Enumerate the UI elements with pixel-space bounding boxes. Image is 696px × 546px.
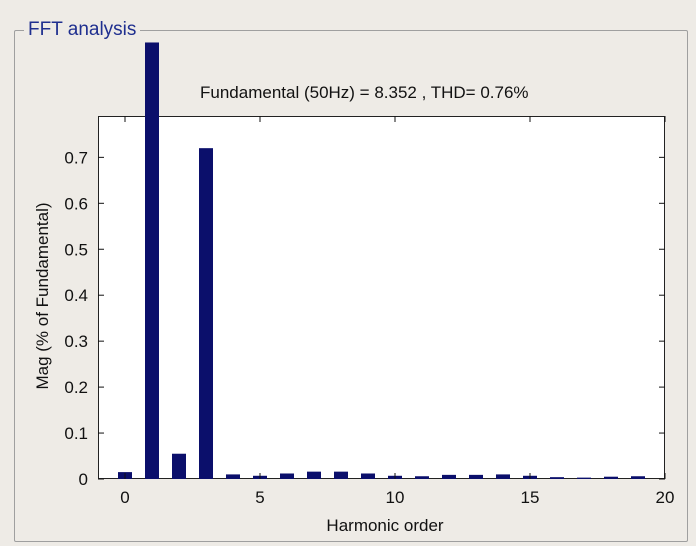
x-axis-label: Harmonic order — [326, 516, 443, 535]
bar-harmonic-6 — [280, 473, 294, 479]
bar-harmonic-19 — [631, 476, 645, 479]
chart-title: Fundamental (50Hz) = 8.352 , THD= 0.76% — [200, 83, 529, 102]
bar-harmonic-14 — [496, 474, 510, 479]
y-ticks-group: 0 0.1 0.2 0.3 0.4 0.5 0.6 0.7 — [64, 148, 665, 489]
bar-harmonic-12 — [442, 474, 456, 479]
x-tick-label: 5 — [255, 488, 264, 507]
x-ticks-group: 0 5 10 15 20 — [120, 116, 674, 507]
bar-harmonic-3 — [199, 148, 213, 479]
y-tick-label: 0.2 — [64, 378, 88, 397]
bar-harmonic-9 — [361, 473, 375, 479]
bars-group — [118, 42, 645, 479]
bar-harmonic-13 — [469, 474, 483, 479]
x-tick-label: 10 — [386, 488, 405, 507]
x-tick-label: 15 — [521, 488, 540, 507]
bar-harmonic-8 — [334, 471, 348, 479]
bar-harmonic-2 — [172, 453, 186, 479]
bar-harmonic-17 — [577, 477, 591, 479]
plot-area — [98, 116, 665, 479]
bar-harmonic-18 — [604, 476, 618, 479]
bar-harmonic-16 — [550, 477, 564, 479]
y-tick-label: 0.3 — [64, 332, 88, 351]
bar-harmonic-4 — [226, 474, 240, 479]
y-tick-label: 0.1 — [64, 424, 88, 443]
x-tick-label: 0 — [120, 488, 129, 507]
bar-harmonic-1 — [145, 42, 159, 479]
y-axis-label: Mag (% of Fundamental) — [33, 202, 52, 389]
x-tick-label: 20 — [656, 488, 675, 507]
y-tick-label: 0 — [79, 470, 88, 489]
y-tick-label: 0.6 — [64, 194, 88, 213]
y-tick-label: 0.4 — [64, 286, 88, 305]
bar-harmonic-7 — [307, 471, 321, 479]
fft-analysis-title: FFT analysis — [24, 19, 141, 41]
y-tick-label: 0.7 — [64, 148, 88, 167]
fft-analysis-groupbox — [14, 30, 688, 542]
bar-harmonic-11 — [415, 476, 429, 479]
y-tick-label: 0.5 — [64, 240, 88, 259]
